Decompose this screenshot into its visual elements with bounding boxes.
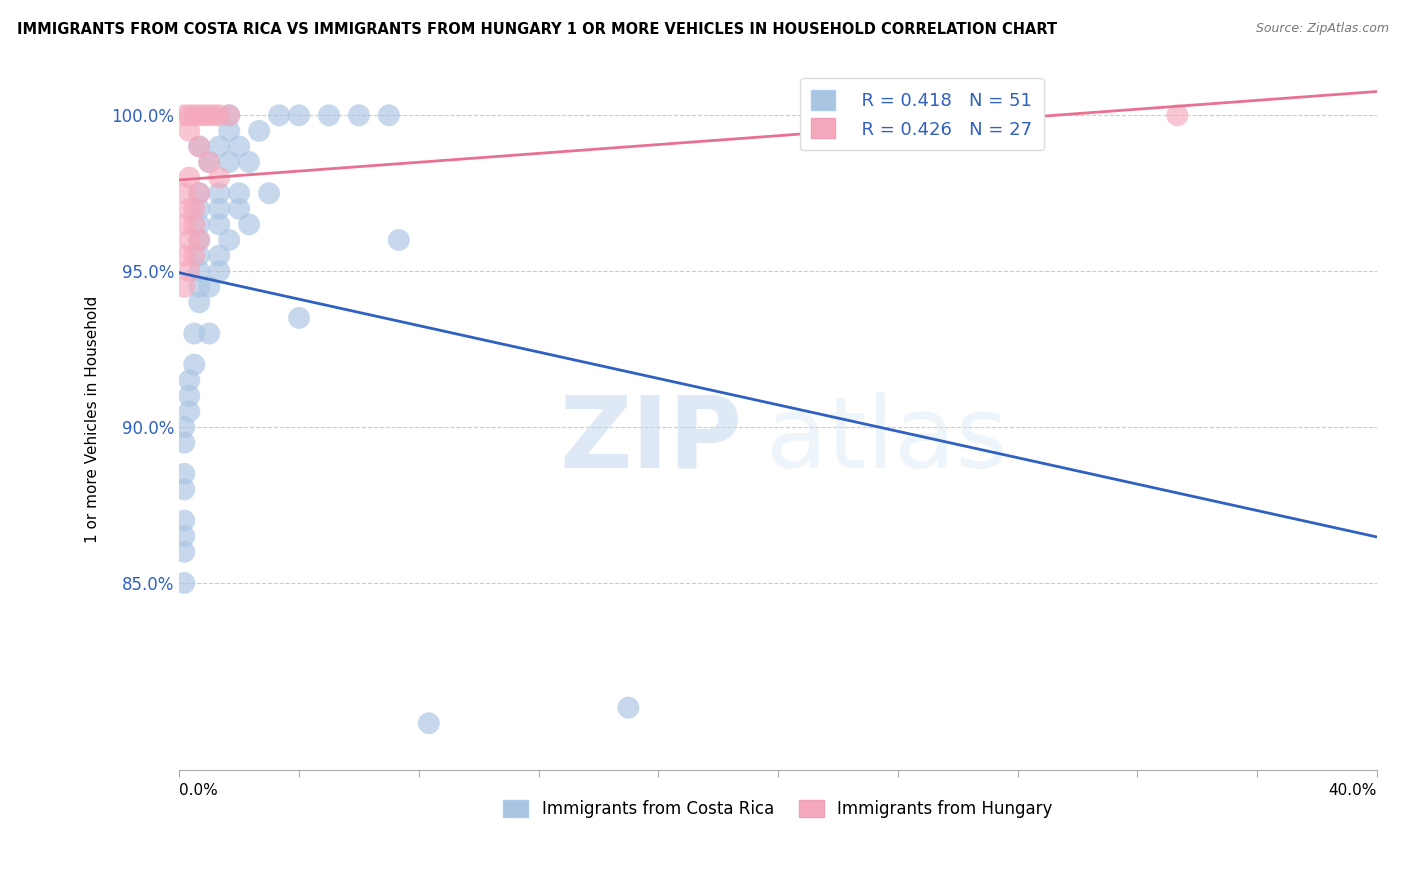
Point <box>179 170 201 185</box>
Point <box>208 170 231 185</box>
Point <box>188 264 211 278</box>
Point <box>188 249 211 263</box>
Legend: Immigrants from Costa Rica, Immigrants from Hungary: Immigrants from Costa Rica, Immigrants f… <box>496 793 1059 825</box>
Point <box>173 529 195 543</box>
Point <box>218 233 240 247</box>
Point <box>238 155 260 169</box>
Point <box>208 108 231 122</box>
Point <box>188 139 211 153</box>
Point <box>179 124 201 138</box>
Point <box>267 108 290 122</box>
Point <box>188 218 211 232</box>
Point <box>198 108 221 122</box>
Point <box>218 108 240 122</box>
Point <box>257 186 280 201</box>
Point <box>183 358 205 372</box>
Point <box>183 108 205 122</box>
Point <box>228 202 250 216</box>
Point <box>202 108 225 122</box>
Point <box>288 310 311 325</box>
Point <box>183 249 205 263</box>
Point <box>228 139 250 153</box>
Point <box>173 514 195 528</box>
Point <box>188 295 211 310</box>
Point <box>183 326 205 341</box>
Point <box>183 202 205 216</box>
Point <box>173 435 195 450</box>
Point <box>173 483 195 497</box>
Point <box>179 373 201 387</box>
Point <box>347 108 370 122</box>
Y-axis label: 1 or more Vehicles in Household: 1 or more Vehicles in Household <box>86 295 100 543</box>
Point <box>179 404 201 418</box>
Point <box>173 576 195 591</box>
Point <box>198 279 221 293</box>
Point <box>179 233 201 247</box>
Point <box>188 233 211 247</box>
Point <box>179 202 201 216</box>
Text: 40.0%: 40.0% <box>1329 783 1376 798</box>
Point <box>208 249 231 263</box>
Point <box>188 186 211 201</box>
Point <box>188 186 211 201</box>
Point <box>208 264 231 278</box>
Text: Source: ZipAtlas.com: Source: ZipAtlas.com <box>1256 22 1389 36</box>
Point <box>179 108 201 122</box>
Text: atlas: atlas <box>766 392 1008 489</box>
Point <box>198 155 221 169</box>
Point <box>173 249 195 263</box>
Point <box>388 233 411 247</box>
Point <box>179 389 201 403</box>
Point <box>179 264 201 278</box>
Point <box>378 108 401 122</box>
Point <box>418 716 440 731</box>
Point <box>198 155 221 169</box>
Point <box>208 139 231 153</box>
Point <box>198 326 221 341</box>
Point <box>188 108 211 122</box>
Point <box>218 108 240 122</box>
Point <box>288 108 311 122</box>
Point <box>238 218 260 232</box>
Point <box>173 467 195 481</box>
Point <box>183 218 205 232</box>
Point <box>318 108 340 122</box>
Point <box>218 124 240 138</box>
Point <box>228 186 250 201</box>
Text: IMMIGRANTS FROM COSTA RICA VS IMMIGRANTS FROM HUNGARY 1 OR MORE VEHICLES IN HOUS: IMMIGRANTS FROM COSTA RICA VS IMMIGRANTS… <box>17 22 1057 37</box>
Point <box>247 124 270 138</box>
Point <box>173 108 195 122</box>
Point <box>173 279 195 293</box>
Point <box>193 108 215 122</box>
Point <box>208 186 231 201</box>
Point <box>208 202 231 216</box>
Point <box>1166 108 1188 122</box>
Text: ZIP: ZIP <box>560 392 742 489</box>
Point <box>218 155 240 169</box>
Text: 0.0%: 0.0% <box>180 783 218 798</box>
Point <box>208 218 231 232</box>
Point <box>617 700 640 714</box>
Point <box>188 139 211 153</box>
Point <box>188 202 211 216</box>
Point <box>173 545 195 559</box>
Point <box>173 186 195 201</box>
Point <box>173 218 195 232</box>
Point <box>188 233 211 247</box>
Point <box>188 279 211 293</box>
Point <box>173 420 195 434</box>
